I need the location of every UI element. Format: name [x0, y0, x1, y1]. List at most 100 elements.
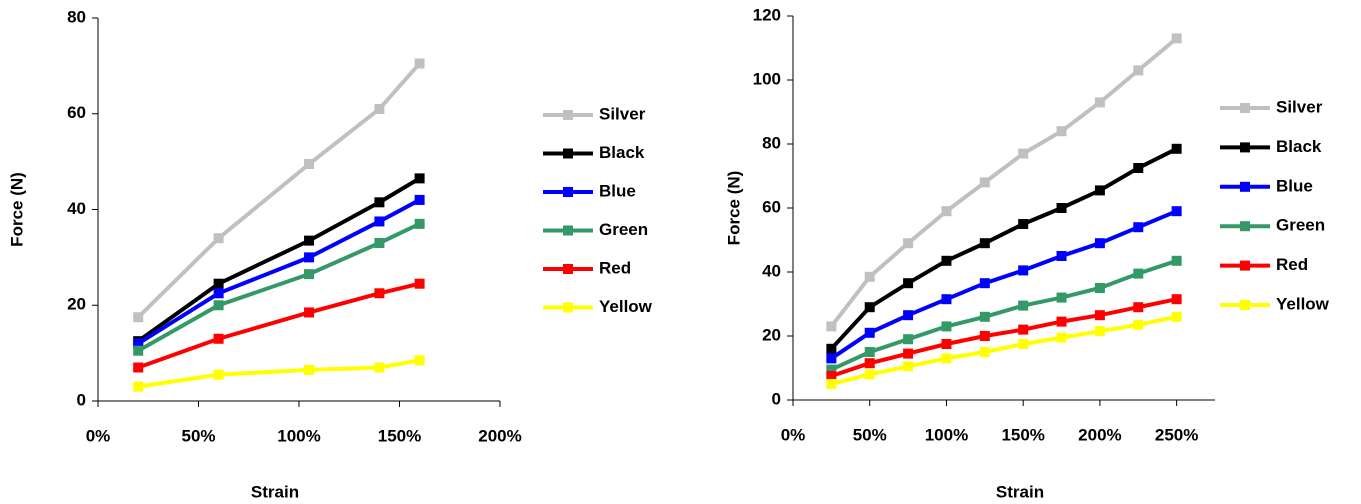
legend-label: Red	[599, 258, 631, 277]
y-tick-label: 0	[77, 390, 86, 409]
marker	[213, 369, 224, 380]
y-tick-label: 100	[753, 69, 781, 88]
y-tick-label: 120	[753, 5, 781, 24]
marker	[826, 371, 837, 381]
legend-label: Red	[1276, 255, 1308, 274]
marker	[864, 369, 875, 380]
marker	[941, 206, 952, 217]
marker	[1171, 206, 1182, 217]
x-tick-label: 200%	[1078, 425, 1121, 444]
y-axis-title: Force (N)	[7, 172, 26, 247]
marker	[133, 338, 144, 349]
y-tick-label: 60	[67, 103, 86, 122]
legend-marker	[563, 302, 573, 313]
marker	[133, 362, 144, 373]
marker	[826, 321, 837, 332]
marker	[374, 362, 385, 373]
marker	[979, 278, 990, 289]
x-tick-label: 250%	[1155, 425, 1198, 444]
legend-marker	[563, 264, 573, 274]
marker	[133, 345, 144, 356]
series-line	[136, 62, 422, 319]
marker	[1171, 33, 1182, 44]
marker	[414, 355, 425, 366]
marker	[826, 343, 837, 354]
marker	[1094, 283, 1105, 293]
x-tick-label: 0%	[86, 426, 111, 445]
marker	[1056, 251, 1067, 261]
marker	[1171, 143, 1182, 154]
marker	[1133, 65, 1144, 76]
marker	[903, 334, 914, 345]
marker	[414, 218, 425, 229]
x-tick-label: 150%	[378, 426, 421, 445]
series-line	[830, 297, 1178, 378]
marker	[864, 347, 875, 357]
marker	[903, 310, 914, 321]
series-line	[830, 258, 1178, 372]
marker	[1094, 310, 1105, 321]
marker	[1056, 332, 1067, 343]
x-tick-label: 50%	[853, 425, 887, 444]
marker	[941, 255, 952, 266]
marker	[414, 194, 425, 205]
y-tick-label: 0	[772, 389, 781, 408]
marker	[1018, 339, 1029, 349]
series-line	[830, 314, 1178, 386]
marker	[941, 294, 952, 305]
y-tick-label: 80	[67, 7, 86, 26]
marker	[1094, 326, 1105, 337]
marker	[826, 353, 837, 364]
marker	[1018, 148, 1029, 159]
marker	[414, 173, 425, 184]
marker	[1056, 126, 1067, 137]
marker	[941, 339, 952, 349]
marker	[304, 307, 315, 318]
x-tick-label: 100%	[277, 426, 320, 445]
marker	[374, 288, 385, 299]
marker	[1171, 311, 1182, 322]
marker	[1056, 203, 1067, 213]
legend-marker	[563, 187, 573, 197]
marker	[1171, 294, 1182, 305]
y-axis-title: Force (N)	[724, 171, 743, 246]
marker	[213, 278, 224, 289]
marker	[903, 278, 914, 289]
marker	[941, 353, 952, 364]
marker	[903, 348, 914, 359]
legend-label: Black	[1276, 137, 1322, 156]
legend-marker	[563, 148, 573, 159]
x-tick-label: 100%	[925, 425, 968, 444]
marker	[903, 361, 914, 372]
marker	[1018, 265, 1029, 276]
marker	[1018, 219, 1029, 229]
legend-label: Blue	[1276, 176, 1313, 195]
legend-label: Green	[1276, 216, 1325, 235]
marker	[1133, 222, 1144, 233]
marker	[213, 333, 224, 344]
legend-marker	[1240, 300, 1250, 310]
legend-marker	[1240, 103, 1250, 113]
marker	[1094, 238, 1105, 249]
marker	[826, 379, 837, 389]
marker	[903, 238, 914, 249]
marker	[864, 327, 875, 338]
marker	[979, 177, 990, 188]
legend-marker	[1240, 260, 1250, 271]
legend-marker	[1240, 142, 1250, 153]
marker	[979, 331, 990, 341]
marker	[1056, 292, 1067, 303]
marker	[864, 271, 875, 282]
marker	[304, 235, 315, 246]
marker	[304, 364, 315, 375]
marker	[374, 103, 385, 114]
marker	[1094, 97, 1105, 108]
marker	[304, 159, 315, 170]
legend-marker	[1240, 221, 1250, 232]
series-line	[830, 209, 1178, 361]
marker	[414, 58, 425, 69]
x-axis-title: Strain	[996, 482, 1044, 501]
legend-label: Black	[599, 143, 645, 162]
y-tick-label: 60	[762, 197, 781, 216]
